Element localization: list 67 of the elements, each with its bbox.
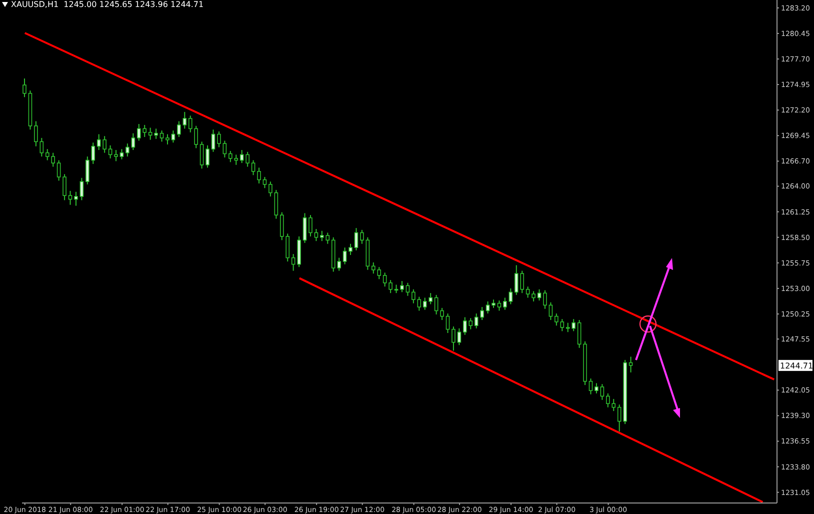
candlestick (120, 148, 124, 160)
candlestick (200, 141, 204, 170)
candlestick (532, 290, 536, 302)
candlestick (211, 129, 216, 152)
candlestick (354, 228, 358, 251)
candlestick (452, 326, 456, 352)
candlestick (246, 151, 250, 168)
annotation: 1244.71 (780, 361, 814, 370)
candlestick (486, 300, 490, 314)
candlestick (40, 137, 44, 158)
candlestick (457, 328, 462, 346)
candlestick (68, 190, 72, 206)
candlestick (503, 297, 507, 310)
candlestick (348, 243, 352, 256)
candlestick (268, 181, 272, 197)
chart-title: XAUUSD,H1 1245.00 1245.65 1243.96 1244.71 (11, 0, 204, 9)
candlestick (417, 296, 422, 312)
candlestick (274, 189, 278, 220)
candlestick (257, 167, 261, 184)
candlestick (22, 78, 26, 98)
candlestick (302, 212, 307, 244)
candlestick (382, 272, 387, 288)
candlestick (34, 120, 38, 147)
candlestick (508, 288, 513, 305)
candlestick (308, 214, 312, 237)
candlestick (62, 174, 66, 201)
candlestick (617, 404, 622, 432)
candlestick (560, 318, 564, 332)
candlestick (388, 280, 392, 294)
candlestick (342, 247, 347, 265)
candlestick (554, 313, 558, 326)
candlestick (166, 134, 170, 145)
candlestick (114, 150, 118, 162)
candlestick (148, 127, 152, 140)
candlestick (154, 128, 158, 140)
candlestick (588, 378, 593, 395)
candlestick (126, 143, 130, 158)
candlestick (291, 254, 296, 272)
candlestick (360, 229, 364, 244)
candlestick (446, 313, 450, 334)
candlestick (497, 300, 502, 312)
candlestick (537, 288, 542, 301)
candlestick (251, 160, 256, 176)
candlestick (600, 384, 604, 400)
candlestick (217, 130, 221, 148)
candlestick (80, 177, 84, 201)
candlestick (56, 160, 61, 182)
candlestick (160, 130, 164, 142)
candlestick (543, 290, 547, 310)
candlestick (440, 307, 444, 321)
candlestick (594, 382, 598, 394)
candlestick (628, 356, 633, 373)
candlestick (412, 288, 416, 304)
candlestick (434, 294, 438, 315)
candlestick (406, 282, 410, 296)
candlestick (177, 120, 181, 138)
candlestick (222, 140, 227, 158)
candlestick (262, 176, 267, 189)
candlestick (577, 320, 582, 348)
candlestick (108, 144, 112, 159)
candlestick (182, 111, 187, 130)
candlestick (206, 144, 210, 168)
candlestick (400, 280, 404, 293)
candlestick (131, 132, 136, 151)
candlestick (526, 286, 530, 298)
candlestick (74, 191, 78, 206)
candlestick (548, 302, 553, 321)
